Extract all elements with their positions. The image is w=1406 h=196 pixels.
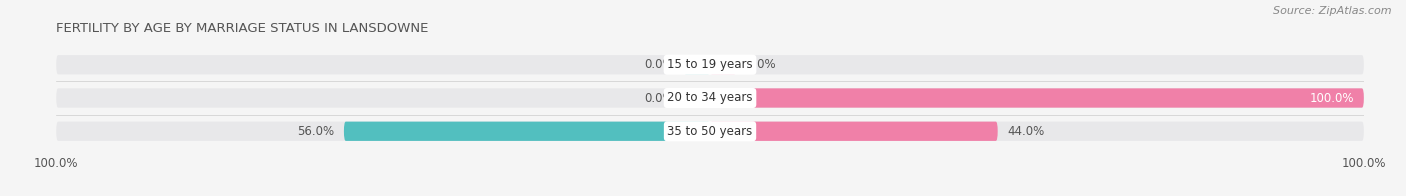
Text: Source: ZipAtlas.com: Source: ZipAtlas.com <box>1274 6 1392 16</box>
FancyBboxPatch shape <box>56 88 1364 108</box>
Text: 100.0%: 100.0% <box>1309 92 1354 104</box>
FancyBboxPatch shape <box>710 122 998 141</box>
Text: 35 to 50 years: 35 to 50 years <box>668 125 752 138</box>
Text: 56.0%: 56.0% <box>297 125 335 138</box>
FancyBboxPatch shape <box>56 55 1364 74</box>
FancyBboxPatch shape <box>344 122 710 141</box>
Text: FERTILITY BY AGE BY MARRIAGE STATUS IN LANSDOWNE: FERTILITY BY AGE BY MARRIAGE STATUS IN L… <box>56 22 429 35</box>
Text: 0.0%: 0.0% <box>644 58 673 71</box>
FancyBboxPatch shape <box>710 88 1364 108</box>
Text: 20 to 34 years: 20 to 34 years <box>668 92 752 104</box>
FancyBboxPatch shape <box>683 55 710 74</box>
Text: 0.0%: 0.0% <box>644 92 673 104</box>
FancyBboxPatch shape <box>56 122 1364 141</box>
Text: 15 to 19 years: 15 to 19 years <box>668 58 752 71</box>
Text: 0.0%: 0.0% <box>747 58 776 71</box>
FancyBboxPatch shape <box>683 88 710 108</box>
Text: 44.0%: 44.0% <box>1008 125 1045 138</box>
FancyBboxPatch shape <box>710 55 737 74</box>
